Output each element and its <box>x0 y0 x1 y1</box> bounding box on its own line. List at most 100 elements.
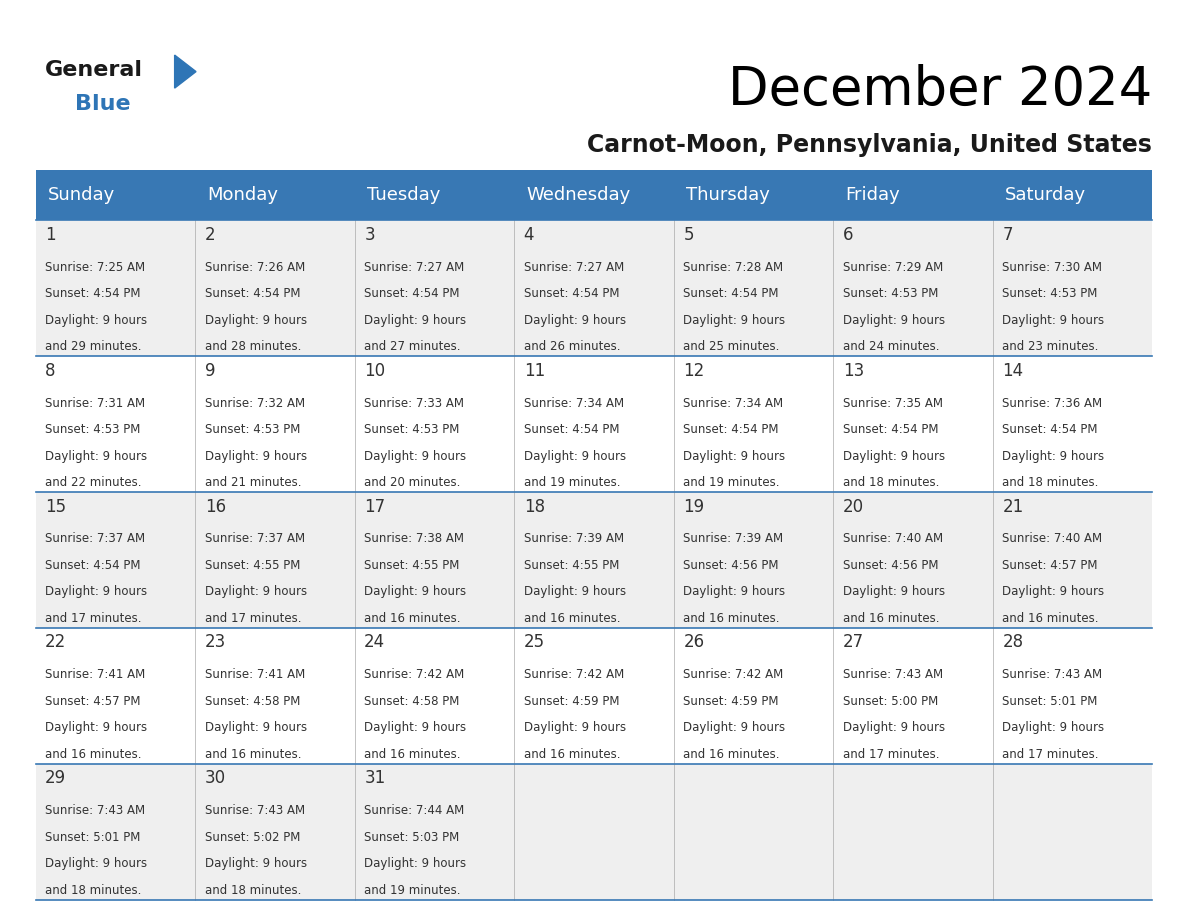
Text: 21: 21 <box>1003 498 1024 516</box>
Text: 12: 12 <box>683 362 704 380</box>
Text: Sunset: 4:53 PM: Sunset: 4:53 PM <box>842 287 939 300</box>
Text: Sunset: 4:55 PM: Sunset: 4:55 PM <box>204 559 301 572</box>
Text: Sunset: 4:55 PM: Sunset: 4:55 PM <box>524 559 619 572</box>
Text: Sunset: 4:54 PM: Sunset: 4:54 PM <box>204 287 301 300</box>
Text: 25: 25 <box>524 633 545 652</box>
Bar <box>36 492 1152 628</box>
Text: and 18 minutes.: and 18 minutes. <box>45 884 141 897</box>
Text: Daylight: 9 hours: Daylight: 9 hours <box>842 450 944 463</box>
Text: and 16 minutes.: and 16 minutes. <box>365 748 461 761</box>
Text: Sunset: 5:01 PM: Sunset: 5:01 PM <box>45 831 140 844</box>
Text: 4: 4 <box>524 226 535 244</box>
Text: and 29 minutes.: and 29 minutes. <box>45 341 141 353</box>
Text: Sunrise: 7:42 AM: Sunrise: 7:42 AM <box>524 668 624 681</box>
Text: 13: 13 <box>842 362 864 380</box>
Text: and 16 minutes.: and 16 minutes. <box>842 612 940 625</box>
Text: and 18 minutes.: and 18 minutes. <box>204 884 301 897</box>
Text: Saturday: Saturday <box>1005 186 1086 204</box>
Text: Sunrise: 7:34 AM: Sunrise: 7:34 AM <box>524 397 624 409</box>
Text: Sunrise: 7:41 AM: Sunrise: 7:41 AM <box>204 668 305 681</box>
Text: Daylight: 9 hours: Daylight: 9 hours <box>683 314 785 327</box>
Text: Sunset: 4:54 PM: Sunset: 4:54 PM <box>45 287 140 300</box>
Text: Sunrise: 7:41 AM: Sunrise: 7:41 AM <box>45 668 145 681</box>
Text: 19: 19 <box>683 498 704 516</box>
Text: Daylight: 9 hours: Daylight: 9 hours <box>365 857 467 870</box>
Text: Friday: Friday <box>845 186 901 204</box>
Text: Daylight: 9 hours: Daylight: 9 hours <box>365 450 467 463</box>
Text: Tuesday: Tuesday <box>367 186 440 204</box>
Text: 16: 16 <box>204 498 226 516</box>
Text: Sunset: 4:57 PM: Sunset: 4:57 PM <box>45 695 140 708</box>
Text: 27: 27 <box>842 633 864 652</box>
Text: Sunrise: 7:27 AM: Sunrise: 7:27 AM <box>365 261 465 274</box>
Text: and 16 minutes.: and 16 minutes. <box>683 748 779 761</box>
Text: 6: 6 <box>842 226 853 244</box>
Text: Daylight: 9 hours: Daylight: 9 hours <box>524 450 626 463</box>
Text: Daylight: 9 hours: Daylight: 9 hours <box>45 450 147 463</box>
Text: Sunset: 4:53 PM: Sunset: 4:53 PM <box>1003 287 1098 300</box>
Text: Daylight: 9 hours: Daylight: 9 hours <box>45 314 147 327</box>
Text: Sunrise: 7:43 AM: Sunrise: 7:43 AM <box>1003 668 1102 681</box>
Text: Sunrise: 7:36 AM: Sunrise: 7:36 AM <box>1003 397 1102 409</box>
Text: Sunrise: 7:37 AM: Sunrise: 7:37 AM <box>45 532 145 545</box>
Bar <box>36 764 1152 900</box>
Text: Sunrise: 7:44 AM: Sunrise: 7:44 AM <box>365 804 465 817</box>
Text: and 22 minutes.: and 22 minutes. <box>45 476 141 489</box>
Text: 30: 30 <box>204 769 226 788</box>
Text: Sunset: 4:54 PM: Sunset: 4:54 PM <box>524 423 619 436</box>
Text: Sunrise: 7:30 AM: Sunrise: 7:30 AM <box>1003 261 1102 274</box>
Text: 10: 10 <box>365 362 385 380</box>
Text: and 16 minutes.: and 16 minutes. <box>45 748 141 761</box>
Text: Daylight: 9 hours: Daylight: 9 hours <box>842 722 944 734</box>
Bar <box>36 170 1152 220</box>
Text: Sunset: 4:58 PM: Sunset: 4:58 PM <box>204 695 301 708</box>
Text: Daylight: 9 hours: Daylight: 9 hours <box>45 857 147 870</box>
Text: 23: 23 <box>204 633 226 652</box>
Text: and 21 minutes.: and 21 minutes. <box>204 476 302 489</box>
Text: and 16 minutes.: and 16 minutes. <box>524 612 620 625</box>
Text: Blue: Blue <box>75 94 131 114</box>
Text: Sunset: 5:02 PM: Sunset: 5:02 PM <box>204 831 301 844</box>
Text: and 24 minutes.: and 24 minutes. <box>842 341 940 353</box>
Text: Daylight: 9 hours: Daylight: 9 hours <box>842 586 944 599</box>
Text: and 17 minutes.: and 17 minutes. <box>842 748 940 761</box>
Text: and 18 minutes.: and 18 minutes. <box>1003 476 1099 489</box>
Text: Sunrise: 7:26 AM: Sunrise: 7:26 AM <box>204 261 305 274</box>
Text: 28: 28 <box>1003 633 1023 652</box>
Text: Wednesday: Wednesday <box>526 186 631 204</box>
Text: 29: 29 <box>45 769 67 788</box>
Text: 14: 14 <box>1003 362 1023 380</box>
Text: Sunrise: 7:43 AM: Sunrise: 7:43 AM <box>45 804 145 817</box>
Text: Daylight: 9 hours: Daylight: 9 hours <box>683 722 785 734</box>
Text: Sunrise: 7:29 AM: Sunrise: 7:29 AM <box>842 261 943 274</box>
Text: and 20 minutes.: and 20 minutes. <box>365 476 461 489</box>
Text: Daylight: 9 hours: Daylight: 9 hours <box>365 314 467 327</box>
Text: Monday: Monday <box>207 186 278 204</box>
Text: Daylight: 9 hours: Daylight: 9 hours <box>45 722 147 734</box>
Text: and 28 minutes.: and 28 minutes. <box>204 341 301 353</box>
Bar <box>36 356 1152 492</box>
Text: 2: 2 <box>204 226 215 244</box>
Text: Sunset: 4:54 PM: Sunset: 4:54 PM <box>1003 423 1098 436</box>
Text: 24: 24 <box>365 633 385 652</box>
Text: and 19 minutes.: and 19 minutes. <box>683 476 779 489</box>
Text: Sunset: 5:01 PM: Sunset: 5:01 PM <box>1003 695 1098 708</box>
Text: Sunset: 4:59 PM: Sunset: 4:59 PM <box>524 695 619 708</box>
Text: Sunset: 4:54 PM: Sunset: 4:54 PM <box>683 287 779 300</box>
Text: 7: 7 <box>1003 226 1013 244</box>
Text: and 18 minutes.: and 18 minutes. <box>842 476 940 489</box>
Text: and 26 minutes.: and 26 minutes. <box>524 341 620 353</box>
Text: 3: 3 <box>365 226 375 244</box>
Text: Sunrise: 7:40 AM: Sunrise: 7:40 AM <box>1003 532 1102 545</box>
Text: 31: 31 <box>365 769 385 788</box>
Text: Daylight: 9 hours: Daylight: 9 hours <box>365 586 467 599</box>
Text: Sunset: 5:00 PM: Sunset: 5:00 PM <box>842 695 939 708</box>
Text: Daylight: 9 hours: Daylight: 9 hours <box>1003 586 1105 599</box>
Text: and 19 minutes.: and 19 minutes. <box>524 476 620 489</box>
Text: Daylight: 9 hours: Daylight: 9 hours <box>524 722 626 734</box>
Bar <box>36 628 1152 764</box>
Text: Sunrise: 7:34 AM: Sunrise: 7:34 AM <box>683 397 783 409</box>
Text: Sunset: 4:54 PM: Sunset: 4:54 PM <box>365 287 460 300</box>
Text: General: General <box>45 60 143 80</box>
Text: December 2024: December 2024 <box>728 64 1152 117</box>
